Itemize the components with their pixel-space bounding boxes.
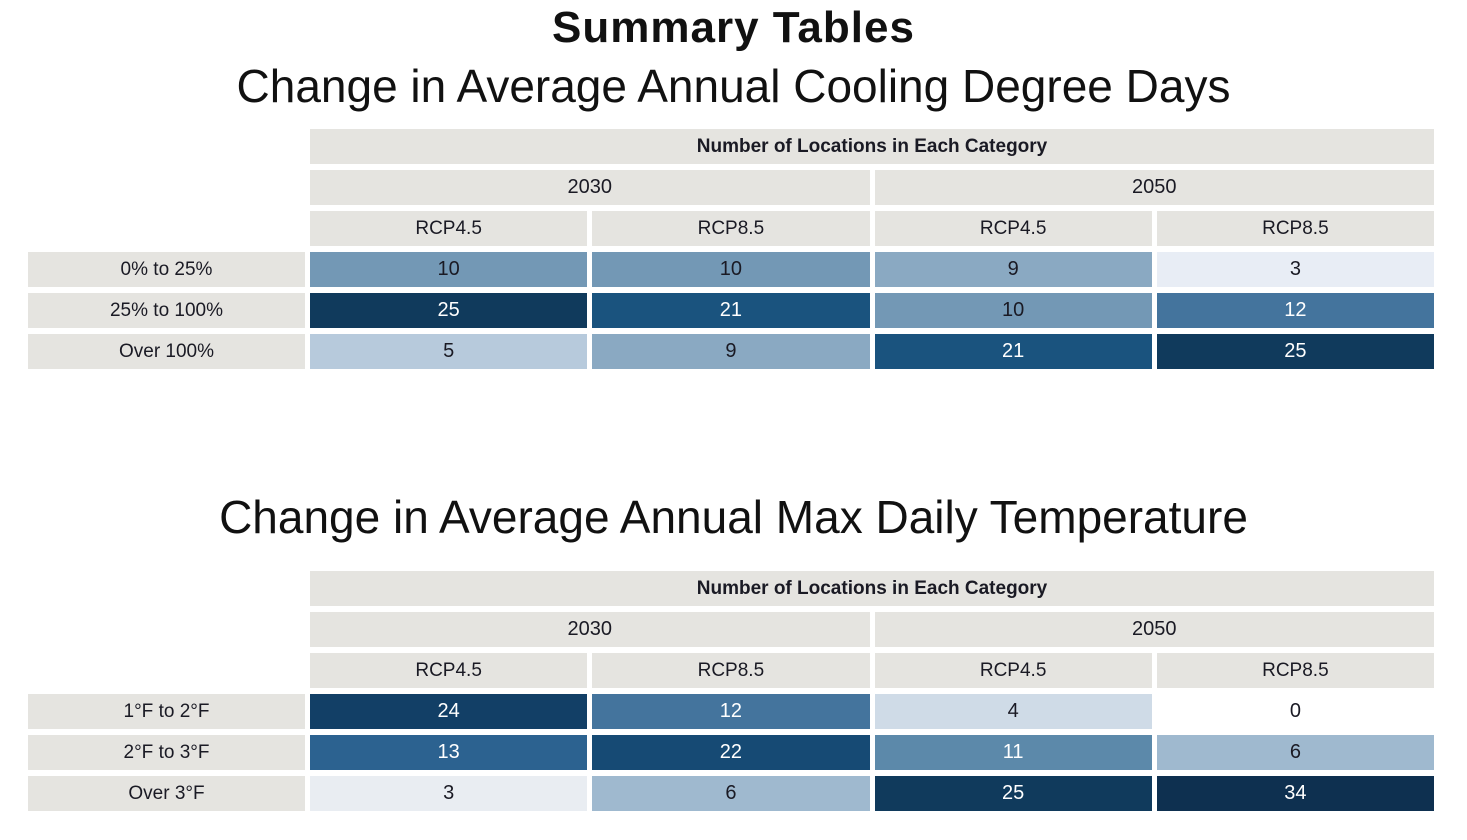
row-label: 0% to 25% xyxy=(28,252,305,287)
heatmap-cell: 11 xyxy=(874,735,1152,770)
year-header-2030: 2030 xyxy=(310,612,870,647)
heatmap-cell: 9 xyxy=(874,252,1152,287)
heatmap-cell: 25 xyxy=(310,293,588,328)
cooling-table-header: Number of Locations in Each Category xyxy=(310,129,1434,164)
heatmap-cell: 25 xyxy=(1156,334,1434,369)
heatmap-cell: 6 xyxy=(1156,735,1434,770)
heatmap-cell: 22 xyxy=(592,735,870,770)
year-header-2050: 2050 xyxy=(874,170,1434,205)
heatmap-cell: 24 xyxy=(310,694,588,729)
heatmap-cell: 21 xyxy=(874,334,1152,369)
heatmap-cell: 10 xyxy=(592,252,870,287)
scenario-header-rcp85: RCP8.5 xyxy=(592,653,870,688)
row-label: 25% to 100% xyxy=(28,293,305,328)
page-title: Summary Tables xyxy=(552,3,915,52)
heatmap-cell: 10 xyxy=(310,252,588,287)
year-header-2050: 2050 xyxy=(874,612,1434,647)
scenario-header-rcp45: RCP4.5 xyxy=(874,653,1152,688)
cooling-table-title: Change in Average Annual Cooling Degree … xyxy=(236,60,1231,112)
cooling-degree-days-section: Change in Average Annual Cooling Degree … xyxy=(0,56,1467,369)
corner-spacer xyxy=(28,612,305,647)
corner-spacer xyxy=(28,211,305,246)
cooling-table: Number of Locations in Each Category 203… xyxy=(28,129,1434,369)
temperature-table-header: Number of Locations in Each Category xyxy=(310,571,1434,606)
heatmap-cell: 21 xyxy=(592,293,870,328)
temperature-table: Number of Locations in Each Category 203… xyxy=(28,571,1434,811)
heatmap-cell: 4 xyxy=(874,694,1152,729)
heatmap-cell: 13 xyxy=(310,735,588,770)
corner-spacer xyxy=(28,653,305,688)
heatmap-cell: 34 xyxy=(1156,776,1434,811)
corner-spacer xyxy=(28,571,305,606)
heatmap-cell: 3 xyxy=(310,776,588,811)
scenario-header-rcp85: RCP8.5 xyxy=(1156,653,1434,688)
temperature-table-title: Change in Average Annual Max Daily Tempe… xyxy=(219,491,1248,543)
scenario-header-rcp85: RCP8.5 xyxy=(592,211,870,246)
scenario-header-rcp45: RCP4.5 xyxy=(310,653,588,688)
heatmap-cell: 12 xyxy=(1156,293,1434,328)
scenario-header-rcp45: RCP4.5 xyxy=(310,211,588,246)
max-daily-temperature-section: Change in Average Annual Max Daily Tempe… xyxy=(0,487,1467,811)
heatmap-cell: 25 xyxy=(874,776,1152,811)
row-label: 2°F to 3°F xyxy=(28,735,305,770)
heatmap-cell: 3 xyxy=(1156,252,1434,287)
scenario-header-rcp45: RCP4.5 xyxy=(874,211,1152,246)
row-label: Over 3°F xyxy=(28,776,305,811)
row-label: 1°F to 2°F xyxy=(28,694,305,729)
heatmap-cell: 12 xyxy=(592,694,870,729)
corner-spacer xyxy=(28,170,305,205)
row-label: Over 100% xyxy=(28,334,305,369)
year-header-2030: 2030 xyxy=(310,170,870,205)
heatmap-cell: 0 xyxy=(1156,694,1434,729)
scenario-header-rcp85: RCP8.5 xyxy=(1156,211,1434,246)
heatmap-cell: 9 xyxy=(592,334,870,369)
heatmap-cell: 6 xyxy=(592,776,870,811)
heatmap-cell: 10 xyxy=(874,293,1152,328)
heatmap-cell: 5 xyxy=(310,334,588,369)
corner-spacer xyxy=(28,129,305,164)
